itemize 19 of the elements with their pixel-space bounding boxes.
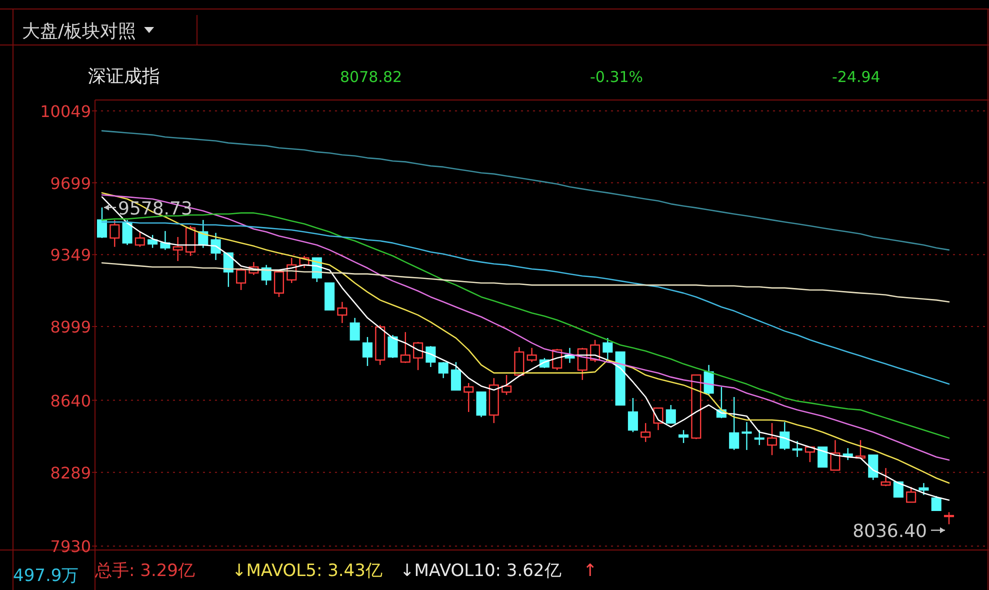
chart-title: 大盘/板块对照	[22, 21, 136, 42]
text: ↑	[583, 561, 598, 581]
chart-subtitle: 深证成指	[88, 66, 160, 87]
text: 497.9万	[13, 566, 79, 586]
line-series	[101, 130, 950, 251]
y-tick-label: 9349	[50, 246, 91, 265]
y-tick-label: 8289	[50, 463, 91, 482]
y-tick-label: 8640	[50, 391, 91, 410]
text: ↓MAVOL10: 3.62亿	[400, 561, 562, 581]
y-tick-label: 9699	[50, 174, 91, 193]
annotation: 8036.40	[852, 521, 927, 542]
y-tick-label: 8999	[50, 318, 91, 337]
text: ↓MAVOL5: 3.43亿	[232, 561, 382, 581]
text: 总手: 3.29亿	[94, 561, 195, 581]
y-tick-label: 10049	[40, 102, 91, 121]
text: -24.94	[832, 68, 880, 86]
y-tick-label: 7930	[50, 537, 91, 556]
text: 8078.82	[340, 68, 402, 86]
text: -0.31%	[590, 68, 644, 86]
